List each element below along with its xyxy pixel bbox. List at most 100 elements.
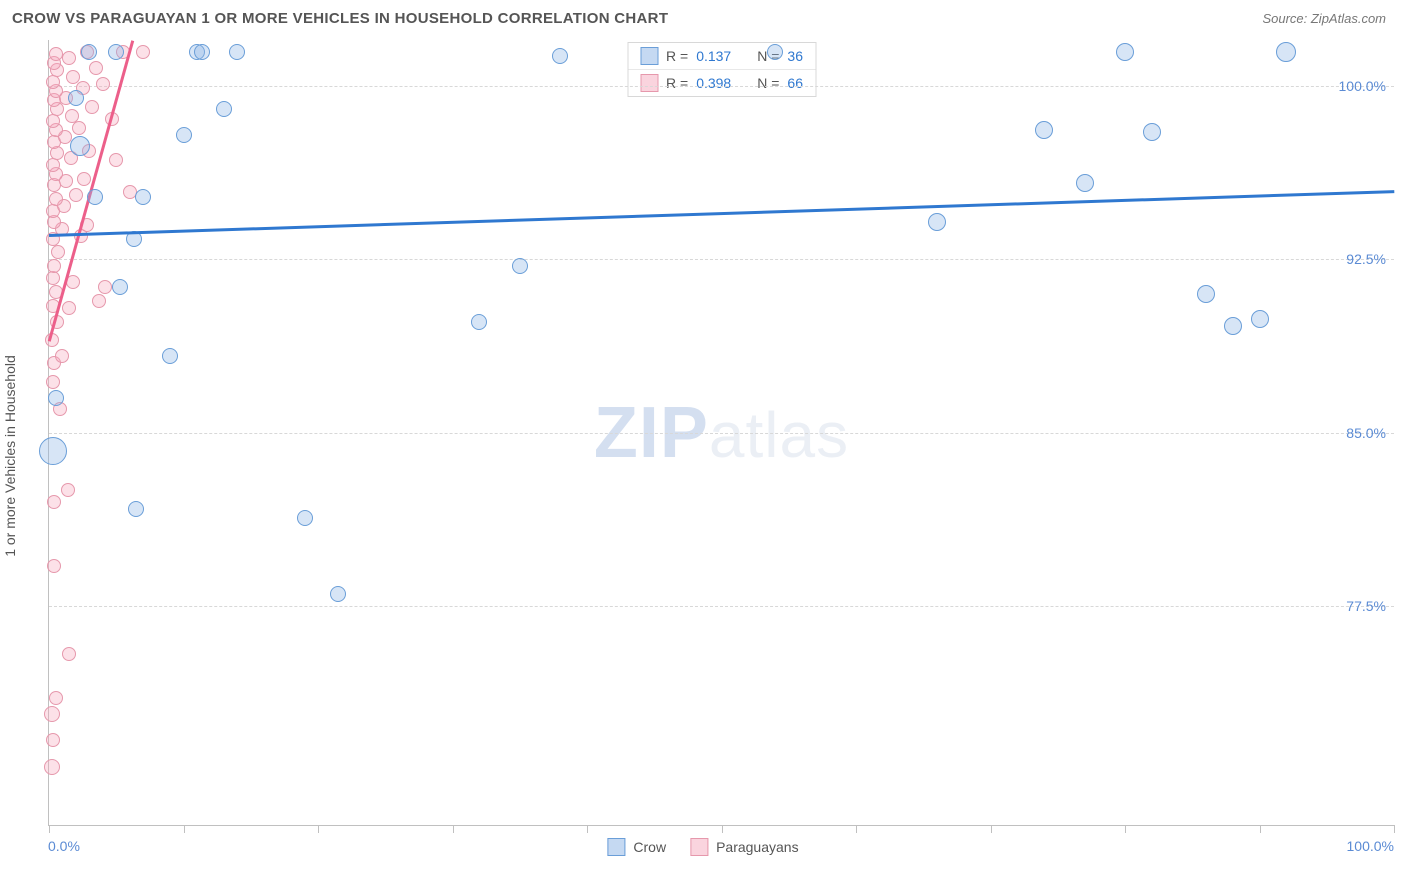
data-point-blue xyxy=(176,127,192,143)
gridline-h xyxy=(49,606,1394,607)
legend-swatch xyxy=(640,74,658,92)
legend-row-blue: R =0.137N =36 xyxy=(628,43,815,69)
x-tick xyxy=(856,825,857,833)
legend-swatch xyxy=(690,838,708,856)
data-point-blue xyxy=(135,189,151,205)
legend-item-blue: Crow xyxy=(607,838,666,856)
x-tick xyxy=(991,825,992,833)
legend-label: Paraguayans xyxy=(716,839,799,855)
y-tick-label: 85.0% xyxy=(1346,425,1386,441)
chart-area: 1 or more Vehicles in Household ZIPatlas… xyxy=(12,40,1394,872)
legend-label: Crow xyxy=(633,839,666,855)
data-point-blue xyxy=(471,314,487,330)
data-point-pink xyxy=(62,647,76,661)
legend-row-pink: R = 0.398 N = 66 xyxy=(628,69,815,96)
x-tick xyxy=(453,825,454,833)
data-point-pink xyxy=(49,192,63,206)
data-point-pink xyxy=(49,47,63,61)
x-tick xyxy=(587,825,588,833)
data-point-blue xyxy=(1251,310,1269,328)
data-point-pink xyxy=(65,109,79,123)
data-point-blue xyxy=(552,48,568,64)
legend-r-value: 0.398 xyxy=(696,75,731,91)
data-point-blue xyxy=(68,90,84,106)
data-point-blue xyxy=(1276,42,1296,62)
correlation-legend: R = 0.137 N = 36 R = 0.398 N = 66 xyxy=(627,42,816,97)
data-point-blue xyxy=(162,348,178,364)
data-point-blue xyxy=(1035,121,1053,139)
chart-source: Source: ZipAtlas.com xyxy=(1262,11,1386,26)
y-tick-label: 100.0% xyxy=(1339,78,1386,94)
data-point-pink xyxy=(85,100,99,114)
data-point-blue xyxy=(1197,285,1215,303)
data-point-pink xyxy=(69,188,83,202)
data-point-pink xyxy=(44,706,60,722)
x-tick xyxy=(1125,825,1126,833)
data-point-pink xyxy=(61,483,75,497)
x-tick xyxy=(184,825,185,833)
legend-r-label: R = xyxy=(666,48,688,64)
data-point-blue xyxy=(1224,317,1242,335)
data-point-blue xyxy=(39,437,67,465)
data-point-blue xyxy=(1116,43,1134,61)
data-point-blue xyxy=(87,189,103,205)
legend-swatch xyxy=(607,838,625,856)
data-point-pink xyxy=(66,275,80,289)
data-point-blue xyxy=(194,44,210,60)
data-point-blue xyxy=(1076,174,1094,192)
data-point-pink xyxy=(55,349,69,363)
data-point-pink xyxy=(49,691,63,705)
legend-n-value: 36 xyxy=(787,48,803,64)
gridline-h xyxy=(49,86,1394,87)
y-tick-label: 77.5% xyxy=(1346,598,1386,614)
plot-region: ZIPatlas R =0.137N =36R =0.398N =66 77.5… xyxy=(48,40,1394,826)
data-point-pink xyxy=(62,301,76,315)
data-point-blue xyxy=(112,279,128,295)
data-point-pink xyxy=(44,759,60,775)
data-point-pink xyxy=(89,61,103,75)
data-point-pink xyxy=(77,172,91,186)
y-axis-label: 1 or more Vehicles in Household xyxy=(2,355,18,557)
legend-n-value: 66 xyxy=(787,75,803,91)
data-point-pink xyxy=(66,70,80,84)
data-point-pink xyxy=(92,294,106,308)
data-point-blue xyxy=(48,390,64,406)
data-point-blue xyxy=(128,501,144,517)
gridline-h xyxy=(49,433,1394,434)
data-point-blue xyxy=(928,213,946,231)
data-point-blue xyxy=(330,586,346,602)
gridline-h xyxy=(49,259,1394,260)
x-tick xyxy=(49,825,50,833)
data-point-pink xyxy=(136,45,150,59)
x-tick-max: 100.0% xyxy=(1347,838,1394,854)
x-tick-min: 0.0% xyxy=(48,838,80,854)
chart-title: CROW VS PARAGUAYAN 1 OR MORE VEHICLES IN… xyxy=(12,10,668,27)
x-tick xyxy=(722,825,723,833)
data-point-blue xyxy=(70,136,90,156)
x-tick xyxy=(1394,825,1395,833)
y-tick-label: 92.5% xyxy=(1346,251,1386,267)
data-point-blue xyxy=(1143,123,1161,141)
x-tick xyxy=(318,825,319,833)
data-point-pink xyxy=(109,153,123,167)
trend-line-blue xyxy=(49,190,1394,236)
watermark-atlas: atlas xyxy=(709,399,849,471)
legend-item-pink: Paraguayans xyxy=(690,838,799,856)
data-point-pink xyxy=(46,375,60,389)
data-point-blue xyxy=(297,510,313,526)
x-tick xyxy=(1260,825,1261,833)
legend-r-value: 0.137 xyxy=(696,48,731,64)
legend-swatch xyxy=(640,47,658,65)
data-point-blue xyxy=(512,258,528,274)
legend-r-label: R = xyxy=(666,75,688,91)
legend-n-label: N = xyxy=(757,75,779,91)
data-point-pink xyxy=(47,259,61,273)
series-legend: Crow Paraguayans xyxy=(607,838,798,856)
data-point-blue xyxy=(81,44,97,60)
data-point-blue xyxy=(229,44,245,60)
data-point-pink xyxy=(46,733,60,747)
data-point-pink xyxy=(47,495,61,509)
data-point-pink xyxy=(98,280,112,294)
data-point-blue xyxy=(108,44,124,60)
data-point-pink xyxy=(47,559,61,573)
